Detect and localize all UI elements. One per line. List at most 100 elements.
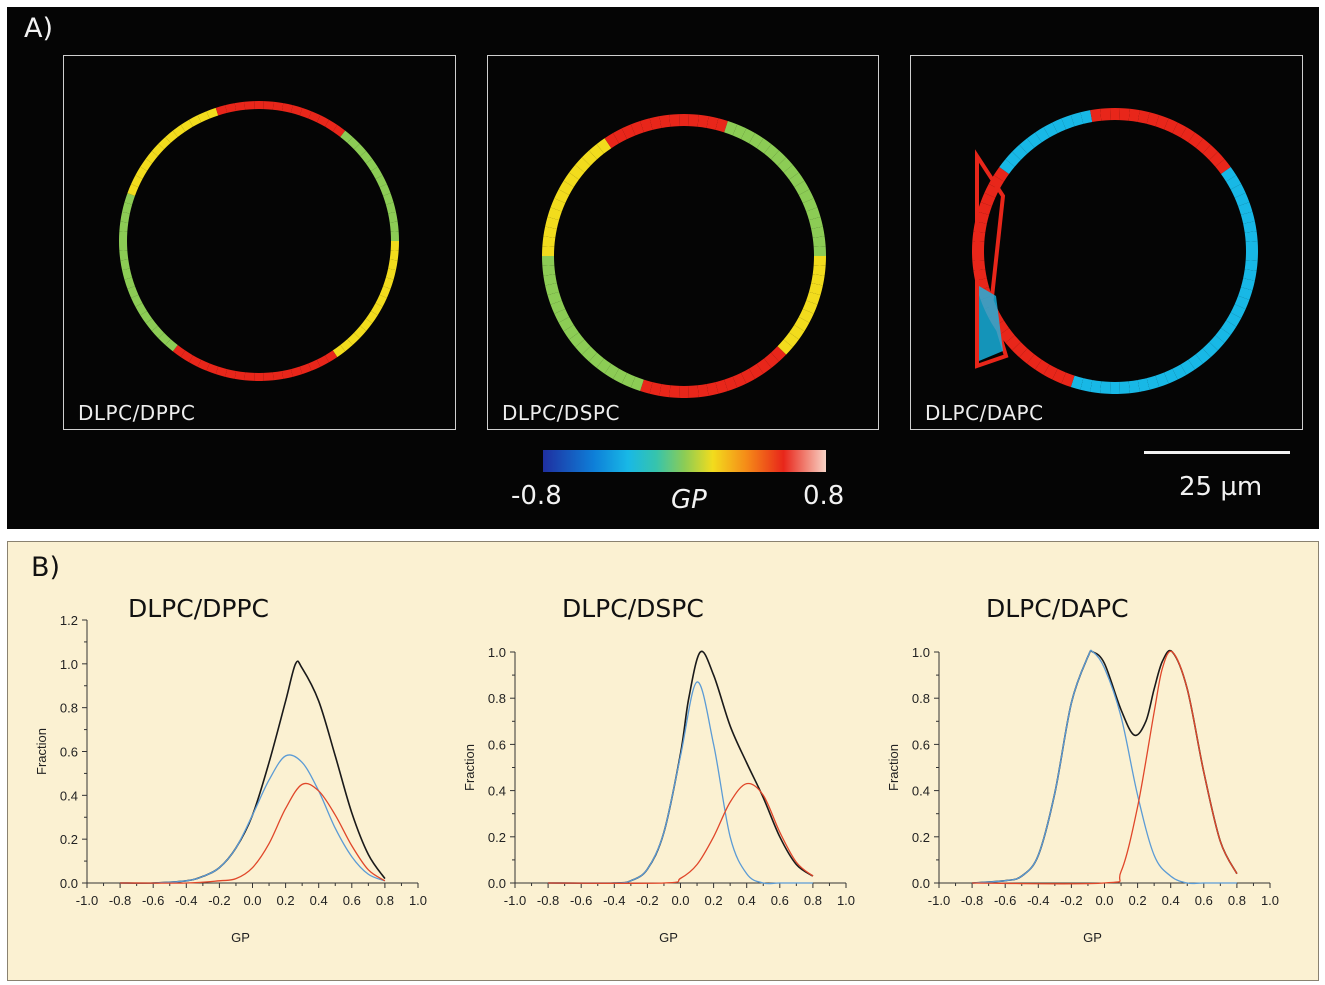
ring-segment (383, 277, 394, 289)
ring-segment (290, 105, 303, 116)
ring-segment (360, 318, 373, 331)
x-tick-label: -0.6 (142, 893, 164, 908)
ring-segment (649, 382, 662, 396)
ring-segment (798, 308, 814, 323)
colorbar-min-label: -0.8 (511, 481, 562, 511)
y-tick-label: 1.0 (488, 645, 506, 660)
ring-segment (732, 372, 747, 388)
ring-segment (1202, 144, 1218, 161)
ring-segment (353, 143, 367, 157)
ring-segment (365, 310, 378, 324)
ring-segment (206, 107, 219, 119)
ring-segment (706, 116, 719, 130)
chart-title: DLPC/DPPC (128, 594, 269, 623)
x-tick-label: -0.6 (570, 893, 592, 908)
vesicle-ring (542, 114, 826, 398)
ring-segment (688, 114, 699, 127)
ring-segment (127, 184, 139, 196)
ring-segment (263, 101, 274, 110)
x-tick-label: -0.4 (1027, 893, 1049, 908)
ring-segment (706, 382, 719, 396)
ring-segment (545, 216, 560, 230)
ring-segment (1234, 192, 1250, 207)
x-tick-label: 0.0 (1095, 893, 1113, 908)
y-tick-label: 0.4 (60, 788, 78, 803)
x-tick-label: 1.0 (1261, 893, 1279, 908)
ring-segment (385, 202, 396, 214)
ring-segment (1155, 372, 1169, 388)
y-tick-label: 0.6 (912, 737, 930, 752)
x-tick-label: 0.2 (705, 893, 723, 908)
ring-segment (122, 268, 133, 280)
ring-segment (1155, 114, 1169, 130)
ring-segment (581, 346, 598, 362)
vesicle-image-dspc (542, 114, 826, 398)
ring-segment (272, 370, 284, 381)
ring-segment (640, 379, 653, 394)
ring-segment (340, 130, 353, 143)
x-tick-label: -0.6 (994, 893, 1016, 908)
ring-segment (756, 358, 772, 374)
ring-segment (316, 355, 329, 367)
ring-segment (119, 221, 129, 232)
ring-segment (1005, 335, 1021, 351)
ring-segment (811, 274, 825, 286)
x-axis-label: GP (1083, 930, 1102, 945)
ring-segment (640, 118, 653, 133)
ring-segment (145, 318, 158, 331)
ring-segment (1240, 278, 1255, 291)
ring-segment (281, 369, 293, 379)
ring-segment (332, 345, 346, 358)
ring-segment (225, 369, 237, 379)
ring-segment (244, 101, 255, 110)
ring-segment (1238, 287, 1253, 300)
ring-segment (1137, 110, 1150, 124)
ring-segment (588, 144, 604, 160)
ring-segment (724, 376, 738, 392)
ring-segment (802, 198, 818, 212)
y-tick-label: 0.2 (912, 830, 930, 845)
ring-segment (550, 198, 566, 212)
ring-segment (740, 128, 755, 144)
panel-a: A) DLPC/DPPC DLPC/DSPC DLPC/DAPC -0.8 GP… (7, 7, 1319, 529)
ring-segment (558, 180, 574, 196)
ring-segment (234, 101, 246, 112)
y-tick-label: 1.0 (912, 645, 930, 660)
vesicle-fragment-fill (979, 286, 1003, 361)
y-tick-label: 0.2 (60, 832, 78, 847)
ring-segment (1043, 364, 1058, 380)
x-tick-label: 1.0 (409, 893, 427, 908)
ring-segment (124, 193, 135, 205)
ring-segment (748, 133, 764, 149)
ring-segment (308, 359, 321, 371)
ring-segment (789, 324, 805, 340)
x-axis-label: GP (659, 930, 678, 945)
ring-segment (1019, 348, 1035, 364)
ring-segment (151, 325, 165, 339)
ring-segment (1226, 312, 1242, 327)
ring-segment (542, 265, 556, 276)
ring-segment (375, 175, 387, 188)
ring-segment (1226, 175, 1242, 190)
ring-segment (973, 269, 987, 281)
ring-segment (808, 282, 823, 296)
x-tick-label: 0.6 (343, 893, 361, 908)
ring-segment (1164, 118, 1178, 134)
ring-segment (1005, 151, 1021, 167)
x-tick-label: 0.8 (804, 893, 822, 908)
ring-segment (347, 332, 360, 346)
image-frame-dspc: DLPC/DSPC (487, 55, 879, 430)
x-tick-label: 0.6 (771, 893, 789, 908)
ring-segment (596, 138, 612, 154)
y-tick-label: 0.0 (488, 876, 506, 891)
ring-segment (1234, 295, 1250, 310)
ring-segment (1195, 348, 1211, 364)
x-tick-label: 0.6 (1195, 893, 1213, 908)
ring-segment (263, 372, 274, 381)
ring-segment (145, 151, 158, 164)
series-red-line (120, 782, 386, 884)
x-tick-label: 0.2 (1129, 893, 1147, 908)
ring-segment (669, 114, 680, 127)
ring-segment (659, 114, 671, 128)
colorbar-title: GP (671, 485, 707, 515)
